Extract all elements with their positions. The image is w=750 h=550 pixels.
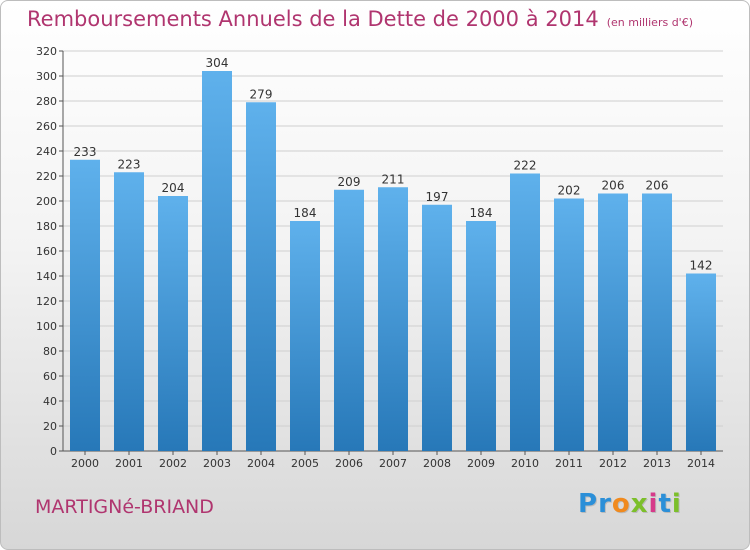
- value-label-2011: 202: [558, 184, 581, 198]
- y-tick-label: 80: [43, 345, 57, 358]
- y-tick-label: 0: [50, 445, 57, 458]
- value-label-2007: 211: [382, 172, 405, 186]
- bar-2008: [422, 204, 452, 451]
- x-tick-label-2010: 2010: [511, 457, 539, 470]
- x-tick-label-2006: 2006: [335, 457, 363, 470]
- y-tick-label: 200: [36, 195, 57, 208]
- y-tick-label: 20: [43, 420, 57, 433]
- value-label-2012: 206: [602, 179, 625, 193]
- value-label-2010: 222: [514, 159, 537, 173]
- x-tick-label-2007: 2007: [379, 457, 407, 470]
- bar-2001: [114, 172, 144, 451]
- proxiti-logo: Proxiti: [578, 489, 682, 519]
- y-tick-label: 320: [36, 45, 57, 58]
- bar-2010: [510, 173, 540, 451]
- bar-2000: [70, 159, 100, 451]
- value-label-2002: 204: [162, 181, 185, 195]
- value-label-2014: 142: [690, 259, 713, 273]
- bar-2009: [466, 221, 496, 451]
- bar-2012: [598, 193, 628, 451]
- logo-letter: x: [630, 489, 649, 519]
- y-tick-label: 40: [43, 395, 57, 408]
- chart-title-text: Remboursements Annuels de la Dette de 20…: [27, 7, 599, 31]
- y-tick-label: 60: [43, 370, 57, 383]
- y-tick-label: 280: [36, 95, 57, 108]
- x-tick-label-2003: 2003: [203, 457, 231, 470]
- logo-letter: P: [578, 489, 599, 519]
- x-tick-label-2000: 2000: [71, 457, 99, 470]
- bars: [70, 71, 716, 451]
- logo-letter: o: [611, 489, 631, 519]
- x-tick-label-2008: 2008: [423, 457, 451, 470]
- x-tick-label-2004: 2004: [247, 457, 275, 470]
- x-tick-label-2014: 2014: [687, 457, 715, 470]
- y-tick-label: 240: [36, 145, 57, 158]
- value-label-2006: 209: [338, 175, 361, 189]
- logo-letter: i: [648, 489, 659, 519]
- tick-labels: 0 20 40 60 80 100 120 140 160 180 200 220 240 260 280 3…: [36, 45, 715, 470]
- bar-2004: [246, 102, 276, 451]
- chart-unit-note: (en milliers d'€): [606, 16, 693, 29]
- y-tick-label: 180: [36, 220, 57, 233]
- value-label-2008: 197: [426, 190, 449, 204]
- x-tick-label-2012: 2012: [599, 457, 627, 470]
- value-label-2005: 184: [294, 206, 317, 220]
- bar-2013: [642, 193, 672, 451]
- y-tick-label: 160: [36, 245, 57, 258]
- y-tick-label: 260: [36, 120, 57, 133]
- bar-2002: [158, 196, 188, 451]
- logo-letter: i: [671, 489, 682, 519]
- y-tick-label: 100: [36, 320, 57, 333]
- value-labels: 233 223 204 304 279 184 209 211 197 184 222 202 206 2…: [74, 56, 713, 273]
- y-tick-label: 220: [36, 170, 57, 183]
- x-tick-label-2002: 2002: [159, 457, 187, 470]
- bar-2011: [554, 198, 584, 451]
- y-tick-label: 140: [36, 270, 57, 283]
- x-tick-label-2011: 2011: [555, 457, 583, 470]
- x-tick-label-2009: 2009: [467, 457, 495, 470]
- y-tick-label: 120: [36, 295, 57, 308]
- value-label-2003: 304: [206, 56, 229, 70]
- x-tick-label-2001: 2001: [115, 457, 143, 470]
- y-tick-label: 300: [36, 70, 57, 83]
- commune-name: MARTIGNé-BRIAND: [35, 496, 214, 518]
- value-label-2001: 223: [118, 157, 141, 171]
- bar-2003: [202, 71, 232, 451]
- chart-title: Remboursements Annuels de la Dette de 20…: [27, 7, 693, 31]
- x-tick-label-2013: 2013: [643, 457, 671, 470]
- bar-2005: [290, 221, 320, 451]
- x-tick-label-2005: 2005: [291, 457, 319, 470]
- value-label-2004: 279: [250, 87, 273, 101]
- bar-2006: [334, 189, 364, 451]
- value-label-2009: 184: [470, 206, 493, 220]
- value-label-2000: 233: [74, 145, 97, 159]
- value-label-2013: 206: [646, 179, 669, 193]
- logo-letter: r: [598, 489, 612, 519]
- bar-2014: [686, 273, 716, 451]
- bar-2007: [378, 187, 408, 451]
- logo-letter: t: [658, 489, 672, 519]
